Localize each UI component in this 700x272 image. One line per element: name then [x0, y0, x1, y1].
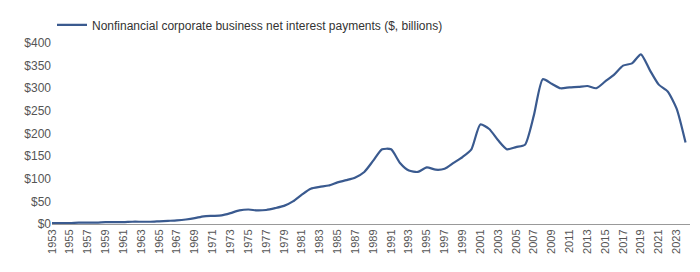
svg-text:1973: 1973	[224, 229, 236, 253]
svg-text:1955: 1955	[63, 229, 75, 253]
svg-text:2003: 2003	[492, 229, 504, 253]
svg-text:1987: 1987	[349, 229, 361, 253]
svg-text:2011: 2011	[563, 229, 575, 253]
svg-text:1983: 1983	[313, 229, 325, 253]
svg-text:1989: 1989	[367, 229, 379, 253]
svg-text:1993: 1993	[402, 229, 414, 253]
svg-text:$50: $50	[31, 195, 51, 209]
svg-text:$150: $150	[24, 149, 51, 163]
svg-text:1997: 1997	[438, 229, 450, 253]
svg-text:2023: 2023	[670, 229, 682, 253]
svg-text:1957: 1957	[81, 229, 93, 253]
svg-text:1981: 1981	[295, 229, 307, 253]
svg-text:1971: 1971	[206, 229, 218, 253]
svg-text:1967: 1967	[170, 229, 182, 253]
svg-text:1985: 1985	[331, 229, 343, 253]
svg-text:2021: 2021	[652, 229, 664, 253]
svg-text:1963: 1963	[135, 229, 147, 253]
svg-text:1977: 1977	[260, 229, 272, 253]
svg-text:1991: 1991	[385, 229, 397, 253]
svg-text:2019: 2019	[634, 229, 646, 253]
svg-text:1969: 1969	[188, 229, 200, 253]
svg-text:1979: 1979	[278, 229, 290, 253]
svg-text:1959: 1959	[99, 229, 111, 253]
svg-text:2007: 2007	[527, 229, 539, 253]
svg-text:$0: $0	[38, 217, 52, 231]
svg-text:2015: 2015	[599, 229, 611, 253]
svg-text:$100: $100	[24, 172, 51, 186]
svg-text:2013: 2013	[581, 229, 593, 253]
svg-text:1975: 1975	[242, 229, 254, 253]
svg-text:Nonfinancial corporate busines: Nonfinancial corporate business net inte…	[92, 19, 442, 33]
svg-text:1953: 1953	[46, 229, 58, 253]
svg-text:1999: 1999	[456, 229, 468, 253]
svg-text:$350: $350	[24, 59, 51, 73]
svg-text:1961: 1961	[117, 229, 129, 253]
svg-text:2017: 2017	[617, 229, 629, 253]
svg-text:2001: 2001	[474, 229, 486, 253]
svg-text:$250: $250	[24, 104, 51, 118]
svg-text:2005: 2005	[510, 229, 522, 253]
svg-text:1965: 1965	[153, 229, 165, 253]
svg-text:$400: $400	[24, 36, 51, 50]
svg-text:1995: 1995	[420, 229, 432, 253]
svg-text:$200: $200	[24, 127, 51, 141]
svg-text:$300: $300	[24, 81, 51, 95]
svg-text:2009: 2009	[545, 229, 557, 253]
